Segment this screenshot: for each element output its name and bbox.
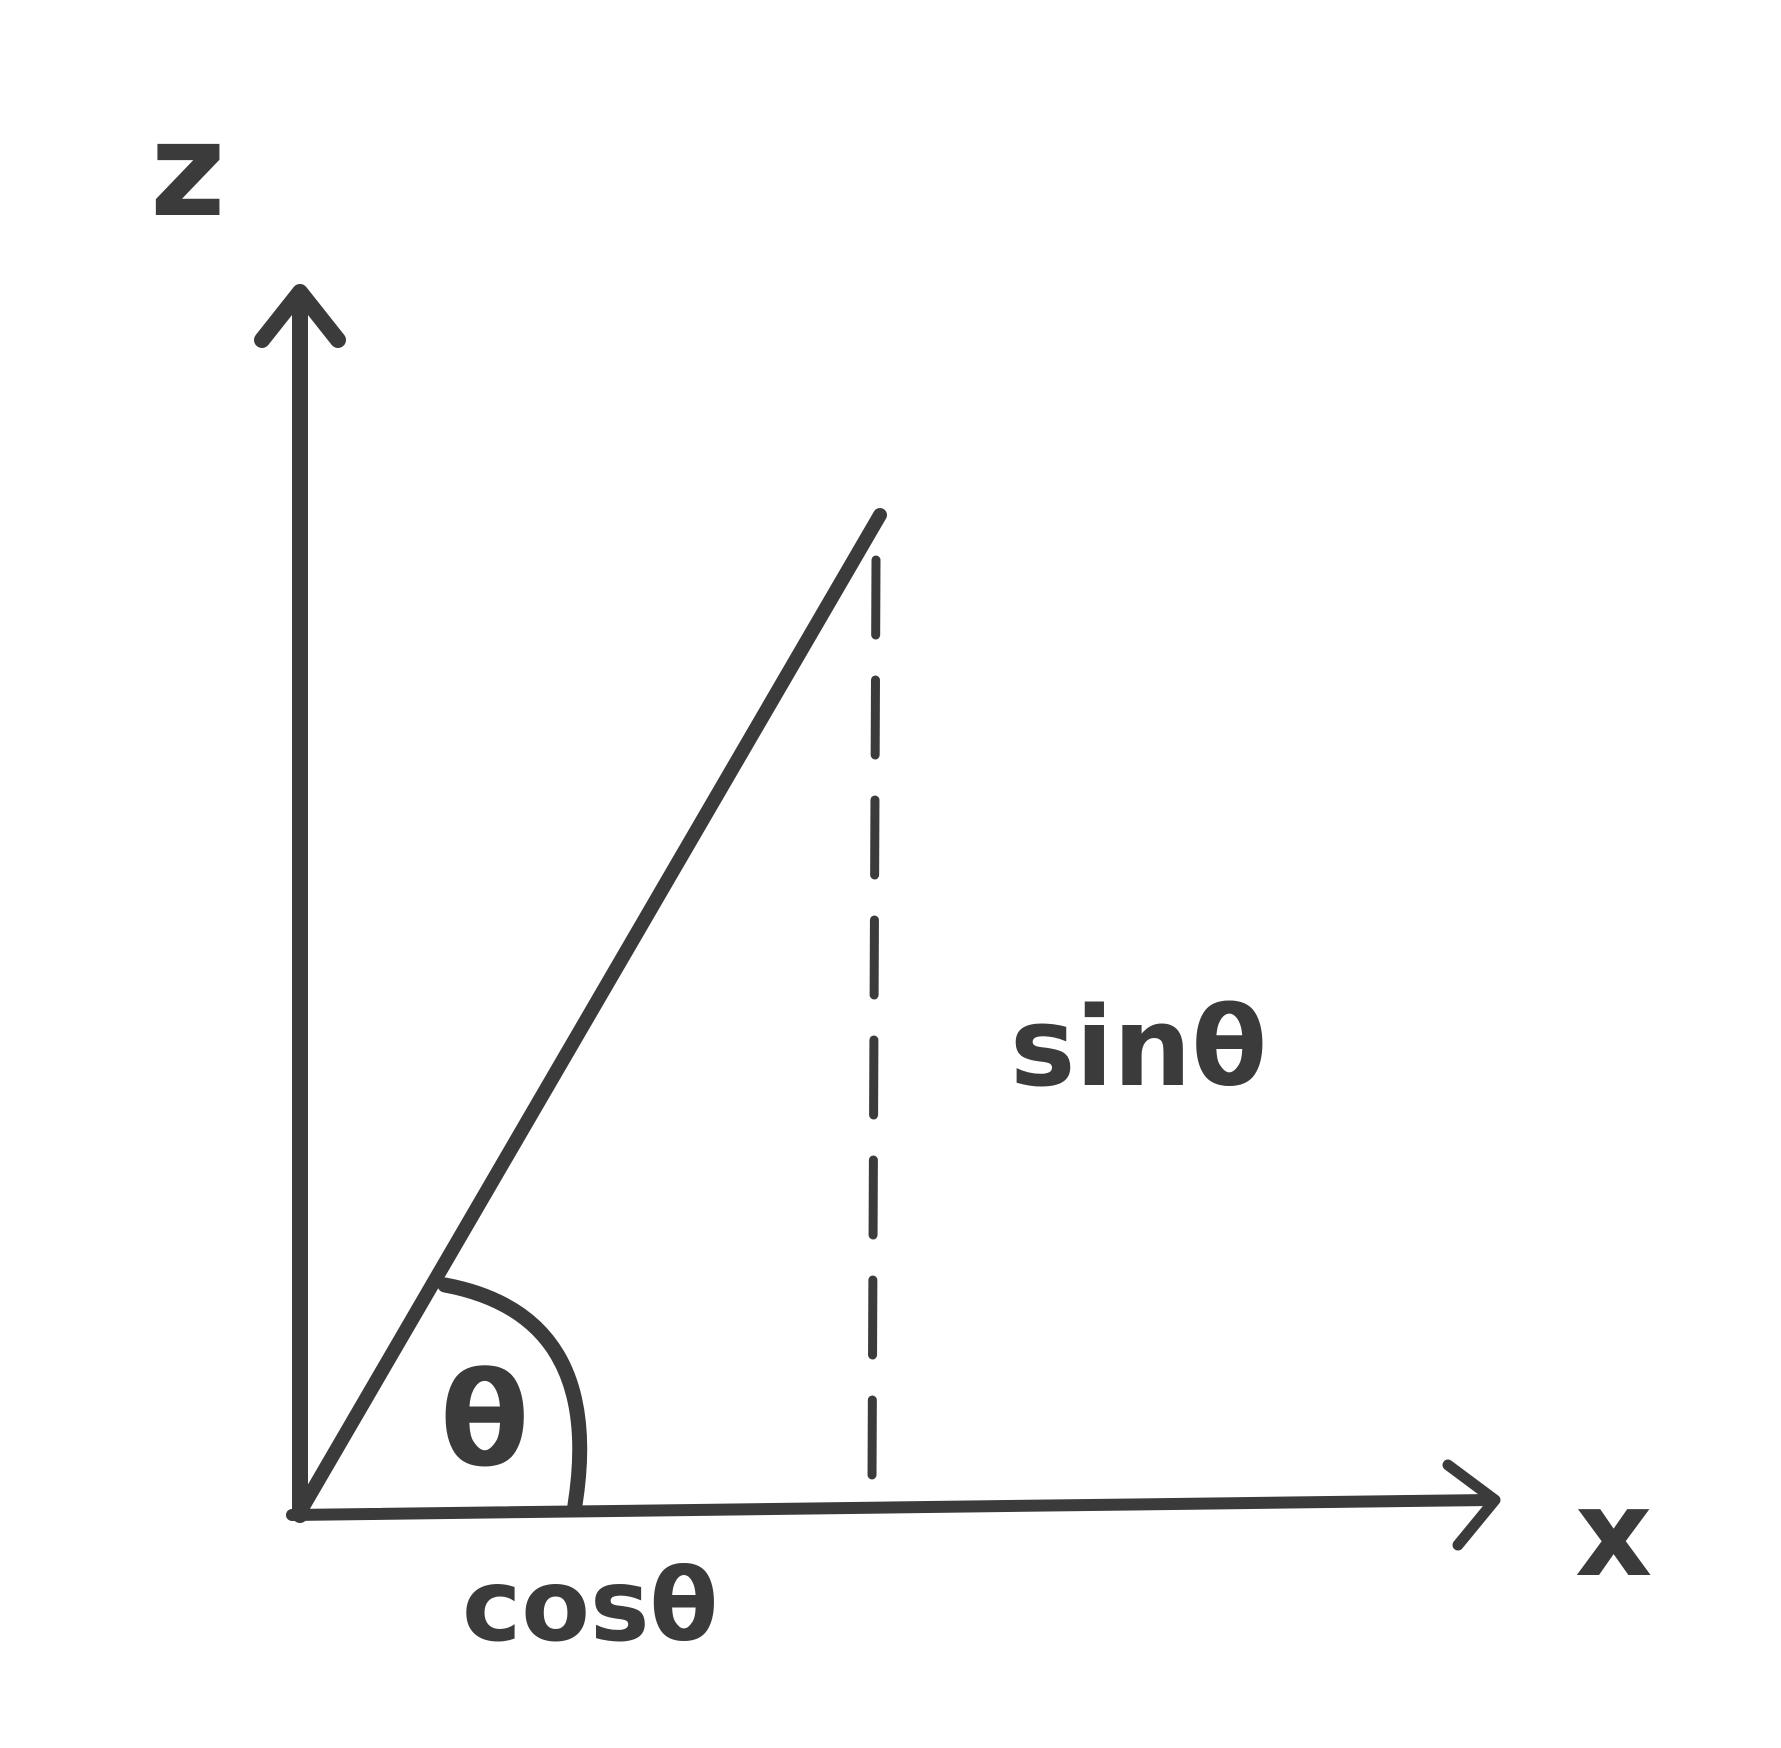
angle-label: θ [440, 1344, 529, 1496]
x-axis-arrowhead [1442, 1459, 1501, 1551]
x-axis-label: x [1575, 1465, 1652, 1604]
sin-theta-label: sinθ [1010, 983, 1267, 1111]
x-axis-line [286, 1494, 1496, 1521]
angle-arc [437, 1277, 588, 1513]
hypotenuse-line [293, 508, 887, 1519]
sin-component-dashed-line [867, 555, 881, 1485]
z-axis-label: z [150, 94, 226, 246]
cos-theta-label: cosθ [462, 1547, 718, 1664]
z-axis-arrowhead [254, 284, 346, 348]
